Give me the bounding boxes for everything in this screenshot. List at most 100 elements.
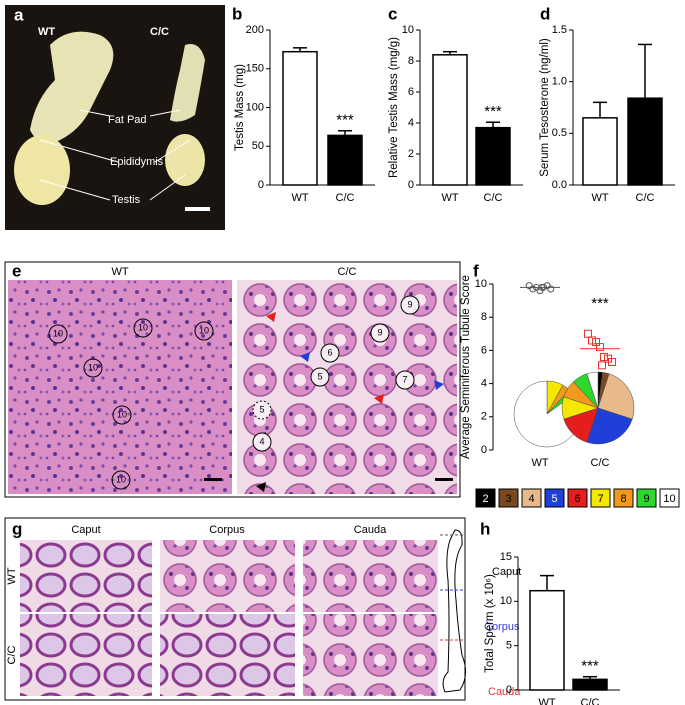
pie-slice — [597, 373, 635, 420]
score-label: 10 — [199, 325, 209, 335]
panel-letter: d — [540, 4, 550, 23]
y-tick-label: 1.5 — [552, 24, 567, 36]
legend-swatch — [613, 488, 634, 508]
panel-letter: g — [12, 519, 22, 538]
panel-letter: f — [473, 261, 479, 280]
bar — [529, 589, 565, 691]
y-tick-label: 6 — [408, 86, 414, 98]
y-tick-label: 10 — [475, 278, 487, 290]
significance: *** — [484, 103, 502, 120]
panel-letter: h — [480, 519, 490, 538]
y-tick-label: 10 — [402, 24, 414, 36]
score-circle — [400, 295, 420, 315]
row-label: C/C — [6, 645, 18, 664]
column-label: Corpus — [209, 524, 245, 536]
y-tick-label: 8 — [408, 55, 414, 67]
legend-swatch — [659, 488, 680, 508]
legend-swatch — [544, 488, 565, 508]
image-label: C/C — [338, 266, 357, 278]
diagram-label: Corpus — [484, 621, 520, 633]
row-label: WT — [6, 567, 18, 584]
significance: *** — [581, 658, 599, 675]
score-label: 10 — [117, 409, 127, 419]
score-circle — [395, 370, 415, 390]
x-tick-label: WT — [531, 457, 548, 469]
x-tick-label: WT — [591, 192, 608, 204]
y-tick-label: 0.5 — [552, 127, 567, 139]
score-circle — [83, 358, 103, 378]
bar — [572, 678, 608, 691]
point — [584, 329, 592, 338]
panel-letter: e — [12, 261, 21, 280]
y-tick-label: 0 — [408, 179, 414, 191]
y-tick-label: 50 — [252, 140, 264, 152]
diagram-label: Caput — [492, 566, 521, 578]
y-tick-label: 0 — [481, 444, 487, 456]
x-tick-label: C/C — [336, 192, 355, 204]
y-tick-label: 15 — [500, 551, 512, 563]
y-tick-label: 100 — [246, 101, 264, 113]
bar — [432, 54, 468, 186]
y-tick-label: 4 — [481, 378, 487, 390]
y-tick-label: 4 — [408, 117, 414, 129]
y-tick-label: 0 — [258, 179, 264, 191]
photo-label: Epididymis — [110, 156, 164, 168]
score-label: 6 — [327, 347, 332, 357]
score-circle — [252, 432, 272, 452]
y-tick-label: 5 — [506, 640, 512, 652]
legend-label: 2 — [482, 493, 488, 505]
x-tick-label: C/C — [636, 192, 655, 204]
point — [608, 358, 616, 367]
histology-panel-g: g Caput Corpus Cauda WT C/C Caput Corpus… — [4, 517, 521, 701]
score-label: 4 — [259, 436, 264, 446]
score-label: 5 — [317, 371, 322, 381]
panel-letter: a — [14, 5, 24, 24]
legend-label: 3 — [505, 493, 511, 505]
legend-swatch — [475, 488, 496, 508]
y-tick-label: 200 — [246, 24, 264, 36]
score-circle — [111, 470, 131, 490]
legend-label: 5 — [551, 493, 557, 505]
bar — [282, 50, 318, 186]
image-label: WT — [111, 266, 128, 278]
legend-label: 9 — [643, 493, 649, 505]
column-label: Caput — [71, 524, 100, 536]
significance: *** — [336, 112, 354, 129]
x-tick-label: WT — [441, 192, 458, 204]
column-label: Cauda — [354, 524, 387, 536]
x-tick-label: WT — [291, 192, 308, 204]
panel-letter: b — [232, 4, 242, 23]
score-label: 10 — [53, 328, 63, 338]
bar — [327, 134, 363, 186]
y-axis-title: Testis Mass (mg) — [234, 64, 246, 151]
histology-panel-e: e WT C/C — [4, 261, 461, 498]
y-axis-title: Serum Tesosterone (ng/ml) — [539, 38, 551, 177]
legend-label: 7 — [597, 493, 603, 505]
score-circle — [310, 367, 330, 387]
score-circle — [194, 321, 214, 341]
y-tick-label: 150 — [246, 63, 264, 75]
pie-slice — [586, 371, 599, 409]
y-tick-label: 2 — [408, 148, 414, 160]
legend-swatch — [567, 488, 588, 508]
photo-label: WT — [38, 26, 55, 38]
y-tick-label: 10 — [500, 595, 512, 607]
pie-slice — [586, 407, 633, 445]
score-label: 10 — [116, 474, 126, 484]
score-label: 5 — [259, 404, 264, 414]
y-axis-title: Total Sperm (x 10⁶) — [484, 574, 496, 673]
panel-letter: c — [388, 4, 397, 23]
point — [598, 361, 606, 370]
y-tick-label: 8 — [481, 311, 487, 323]
photo-label: Testis — [112, 194, 141, 206]
bar — [627, 97, 663, 186]
y-tick-label: 6 — [481, 344, 487, 356]
y-axis-title: Relative Testis Mass (mg/g) — [388, 37, 400, 178]
photo-panel-a: a WT C/C Fat Pad Epididymis Testis — [5, 5, 225, 230]
score-circle — [320, 343, 340, 363]
score-circle — [133, 318, 153, 338]
score-label: 9 — [407, 299, 412, 309]
score-label: 9 — [377, 327, 382, 337]
y-tick-label: 2 — [481, 411, 487, 423]
